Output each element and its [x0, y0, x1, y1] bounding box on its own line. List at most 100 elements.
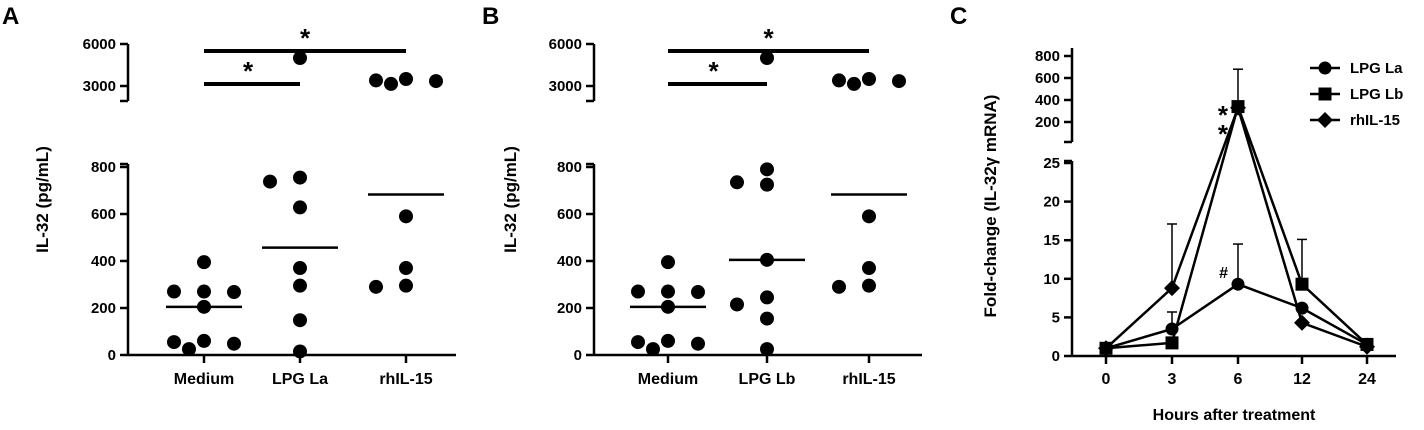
- data-point: [384, 76, 398, 91]
- y-tick-label: 6000: [549, 36, 582, 53]
- data-point: [167, 335, 181, 350]
- data-point: [892, 74, 906, 89]
- data-point: [167, 284, 181, 299]
- x-tick-label: 3: [1168, 371, 1177, 388]
- x-tick-label: 6: [1234, 371, 1243, 388]
- y-tick-label: 600: [1035, 70, 1060, 87]
- data-point: [293, 261, 307, 276]
- panel-letter: C: [950, 3, 967, 30]
- data-point: [730, 175, 744, 190]
- data-point: [227, 285, 241, 300]
- y-tick-label: 200: [1035, 114, 1060, 131]
- x-tick-label: rhIL-15: [842, 371, 895, 388]
- y-tick-label: 400: [557, 253, 582, 270]
- y-tick-label: 3000: [83, 78, 116, 95]
- y-tick-label: 200: [91, 300, 116, 317]
- data-point: [760, 177, 774, 192]
- x-tick-label: 0: [1102, 371, 1111, 388]
- data-point: [1294, 314, 1310, 331]
- y-tick-label: 800: [91, 159, 116, 176]
- y-tick-label: 10: [1043, 271, 1060, 288]
- data-point: [1295, 277, 1309, 291]
- panel-letter: B: [482, 3, 499, 30]
- series-line: [1105, 103, 1368, 350]
- data-point: [399, 278, 413, 293]
- data-point: [862, 278, 876, 293]
- data-point: [631, 335, 645, 350]
- data-point: [847, 76, 861, 91]
- significance-star: *: [1218, 100, 1229, 130]
- data-point: [369, 73, 383, 88]
- data-point: [399, 209, 413, 224]
- data-point: [197, 284, 211, 299]
- y-tick-label: 600: [557, 206, 582, 223]
- y-tick-label: 6000: [83, 36, 116, 53]
- y-tick-label: 800: [557, 159, 582, 176]
- x-tick-label: LPG La: [272, 371, 328, 388]
- significance-star: *: [243, 56, 254, 86]
- data-point: [293, 170, 307, 185]
- y-tick-label: 400: [1035, 92, 1060, 109]
- y-tick-label: 600: [91, 206, 116, 223]
- data-point: [862, 72, 876, 86]
- data-point: [227, 336, 241, 351]
- data-point: [1098, 340, 1114, 357]
- legend-label: LPG Lb: [1350, 86, 1403, 103]
- y-tick-label: 200: [557, 300, 582, 317]
- data-point: [182, 342, 196, 357]
- x-tick-label: 24: [1358, 371, 1376, 388]
- data-point: [263, 174, 277, 189]
- data-point: [1165, 336, 1179, 350]
- data-point: [661, 284, 675, 299]
- data-point: [369, 279, 383, 294]
- data-point: [760, 290, 774, 305]
- data-point: [646, 342, 660, 357]
- x-tick-label: 12: [1293, 371, 1311, 388]
- data-point: [832, 73, 846, 88]
- legend-marker: [1317, 112, 1333, 128]
- y-tick-label: 0: [1052, 348, 1060, 365]
- y-tick-label: 800: [1035, 48, 1060, 65]
- legend-label: rhIL-15: [1350, 112, 1400, 129]
- data-point: [1164, 280, 1180, 297]
- data-point: [293, 200, 307, 215]
- y-tick-label: 25: [1043, 155, 1060, 172]
- y-tick-label: 0: [574, 347, 582, 364]
- data-point: [1231, 277, 1245, 291]
- data-point: [760, 162, 774, 177]
- y-axis-label: Fold-change (IL-32γ mRNA): [981, 95, 1000, 318]
- significance-star: *: [708, 56, 719, 86]
- data-point: [691, 285, 705, 300]
- x-tick-label: LPG Lb: [739, 371, 796, 388]
- y-tick-label: 3000: [549, 78, 582, 95]
- data-point: [631, 284, 645, 299]
- data-point: [862, 209, 876, 224]
- y-tick-label: 20: [1043, 194, 1060, 211]
- significance-star: *: [1218, 119, 1229, 149]
- y-tick-label: 400: [91, 253, 116, 270]
- significance-star: *: [300, 23, 311, 53]
- data-point: [293, 278, 307, 293]
- y-axis-label: IL-32 (pg/mL): [501, 146, 520, 253]
- series-line: [1105, 282, 1368, 350]
- y-axis-label: IL-32 (pg/mL): [33, 146, 52, 253]
- data-point: [293, 313, 307, 328]
- data-point: [1230, 99, 1246, 116]
- data-point: [661, 255, 675, 270]
- data-point: [399, 261, 413, 276]
- x-tick-label: Medium: [174, 371, 234, 388]
- legend-label: LPG La: [1350, 60, 1403, 77]
- data-point: [197, 333, 211, 348]
- y-tick-label: 5: [1052, 309, 1060, 326]
- data-point: [197, 255, 211, 270]
- significance-star: *: [763, 23, 774, 53]
- data-point: [862, 261, 876, 276]
- data-point: [730, 297, 744, 312]
- data-point: [293, 51, 307, 65]
- data-point: [1359, 338, 1375, 355]
- x-tick-label: Medium: [638, 371, 698, 388]
- data-point: [691, 336, 705, 351]
- legend-marker: [1318, 61, 1332, 75]
- panel-letter: A: [2, 3, 19, 30]
